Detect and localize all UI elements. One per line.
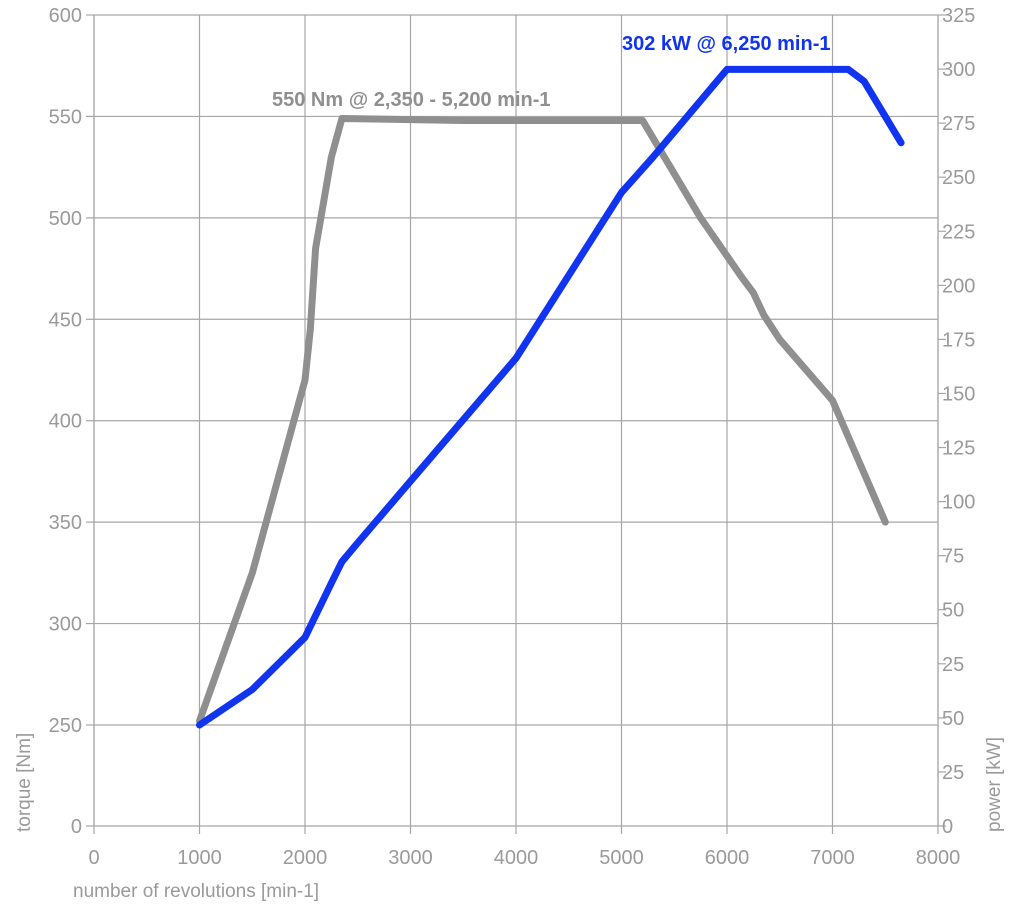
series-lines [196,65,905,729]
x-tick-label: 3000 [388,847,433,869]
y-right-tick-label: 150 [942,383,975,405]
y-right-tick-label: 125 [942,438,975,460]
y-right-tick-label: 225 [942,221,975,243]
x-tick-label: 7000 [810,847,855,869]
torque-series-line [196,115,889,725]
y-right-tick-label: 75 [942,546,964,568]
x-tick-label: 6000 [705,847,750,869]
x-tick-label: 1000 [177,847,222,869]
x-axis-title: number of revolutions [min-1] [73,881,319,902]
y-left-tick-label: 0 [71,816,82,838]
x-tick-label: 4000 [494,847,539,869]
power-series-line [196,65,905,729]
y-right-tick-label: 300 [942,59,975,81]
y-right-tick-label: 25 [942,654,964,676]
x-tick-label: 8000 [916,847,961,869]
x-tick-label: 0 [88,847,99,869]
y-right-tick-label: 0 [942,816,953,838]
y-left-tick-label: 600 [49,5,82,27]
y-right-axis-title: power [kW] [984,737,1005,832]
y-right-tick-label: 50 [942,600,964,622]
y-left-tick-label: 450 [49,309,82,331]
x-tick-label: 5000 [599,847,644,869]
grid [86,14,946,834]
y-left-tick-label: 250 [49,715,82,737]
y-left-tick-label: 400 [49,411,82,433]
x-tick-label: 2000 [283,847,328,869]
y-left-axis-title: torque [Nm] [14,733,35,832]
torque-peak-annotation: 550 Nm @ 2,350 - 5,200 min-1 [272,89,551,111]
y-left-tick-label: 500 [49,208,82,230]
y-left-tick-label: 350 [49,512,82,534]
y-left-tick-label: 550 [49,106,82,128]
y-right-tick-label: 325 [942,5,975,27]
y-right-tick-label: 200 [942,275,975,297]
y-right-tick-label: 25 [942,762,964,784]
y-right-tick-label: 175 [942,329,975,351]
y-left-tick-label: 300 [49,614,82,636]
power-peak-annotation: 302 kW @ 6,250 min-1 [622,33,831,55]
y-right-tick-label: 275 [942,113,975,135]
y-right-tick-label: 50 [942,708,964,730]
y-right-tick-label: 100 [942,492,975,514]
tick-labels: 0 1000 2000 3000 4000 5000 6000 7000 80000250300… [49,5,976,869]
y-right-tick-label: 250 [942,167,975,189]
